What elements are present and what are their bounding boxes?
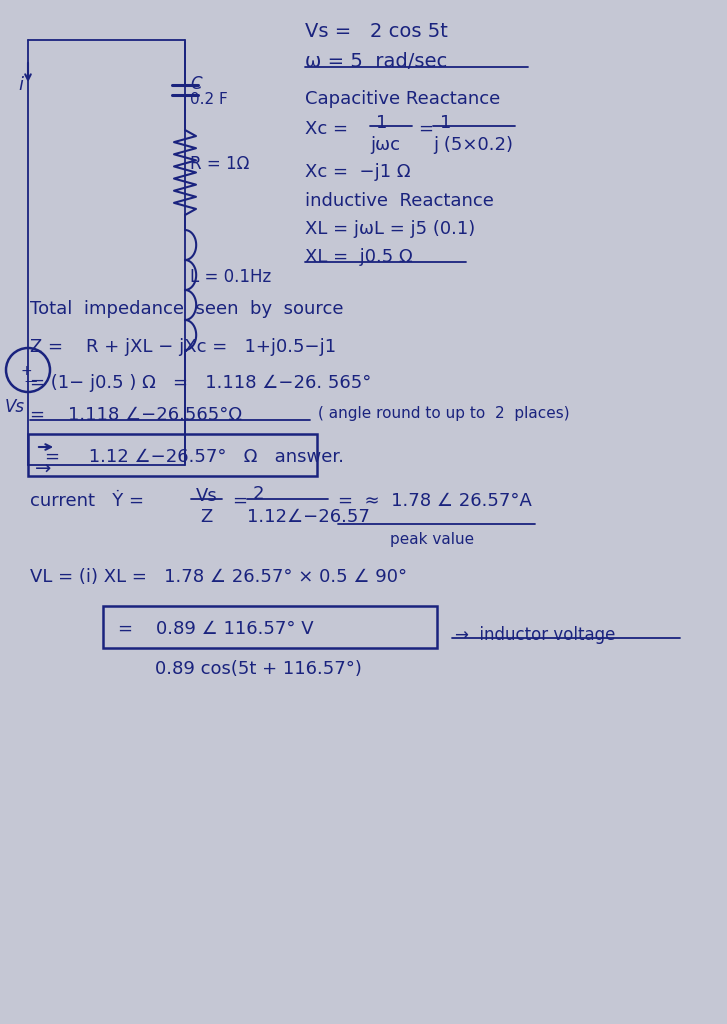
Text: C: C <box>190 75 201 93</box>
Text: Vs: Vs <box>5 398 25 416</box>
Text: R = 1Ω: R = 1Ω <box>190 155 249 173</box>
Text: —: — <box>24 375 36 388</box>
Text: VL = (i) XL =   1.78 ∠ 26.57° × 0.5 ∠ 90°: VL = (i) XL = 1.78 ∠ 26.57° × 0.5 ∠ 90° <box>30 568 407 586</box>
Text: →  inductor voltage: → inductor voltage <box>455 626 615 644</box>
Text: 0.89 cos(5t + 116.57°): 0.89 cos(5t + 116.57°) <box>155 660 362 678</box>
Text: Vs: Vs <box>196 487 218 505</box>
Text: =    1.118 ∠−26.565°Ω: = 1.118 ∠−26.565°Ω <box>30 406 242 424</box>
Text: = (1− j0.5 ) Ω   =   1.118 ∠−26. 565°: = (1− j0.5 ) Ω = 1.118 ∠−26. 565° <box>30 374 371 392</box>
Text: j (5×0.2): j (5×0.2) <box>433 136 513 154</box>
Text: =: = <box>232 492 247 510</box>
Text: 0.2 F: 0.2 F <box>190 92 228 106</box>
Text: XL = jωL = j5 (0.1): XL = jωL = j5 (0.1) <box>305 220 475 238</box>
Text: jωc: jωc <box>370 136 400 154</box>
Text: Z: Z <box>200 508 212 526</box>
Text: current   Ẏ =: current Ẏ = <box>30 492 144 510</box>
Text: inductive  Reactance: inductive Reactance <box>305 193 494 210</box>
Text: +: + <box>21 364 33 378</box>
Text: XL =  j0.5 Ω: XL = j0.5 Ω <box>305 248 413 266</box>
Text: =: = <box>418 120 433 138</box>
Text: Vs =   2 cos 5t: Vs = 2 cos 5t <box>305 22 448 41</box>
Text: =    0.89 ∠ 116.57° V: = 0.89 ∠ 116.57° V <box>118 620 313 638</box>
Text: ( angle round to up to  2  places): ( angle round to up to 2 places) <box>318 406 570 421</box>
Text: →: → <box>35 460 52 479</box>
Text: 2: 2 <box>253 485 265 503</box>
Text: 1: 1 <box>440 114 451 132</box>
Text: Xc =  −j1 Ω: Xc = −j1 Ω <box>305 163 411 181</box>
Text: Xc =: Xc = <box>305 120 348 138</box>
Text: Capacitive Reactance: Capacitive Reactance <box>305 90 500 108</box>
Text: 1.12∠−26.57: 1.12∠−26.57 <box>247 508 370 526</box>
Text: Total  impedance  seen  by  source: Total impedance seen by source <box>30 300 343 318</box>
Text: ω = 5  rad/sec: ω = 5 rad/sec <box>305 52 447 71</box>
Text: =  ≈  1.78 ∠ 26.57°A: = ≈ 1.78 ∠ 26.57°A <box>338 492 532 510</box>
Text: 1: 1 <box>376 114 387 132</box>
Text: L = 0.1Hz: L = 0.1Hz <box>190 268 271 286</box>
Text: =     1.12 ∠−26.57°   Ω   answer.: = 1.12 ∠−26.57° Ω answer. <box>45 449 344 466</box>
Text: i: i <box>18 76 23 94</box>
Text: peak value: peak value <box>390 532 474 547</box>
Text: Z =    R + jXL − jXc =   1+j0.5−j1: Z = R + jXL − jXc = 1+j0.5−j1 <box>30 338 336 356</box>
